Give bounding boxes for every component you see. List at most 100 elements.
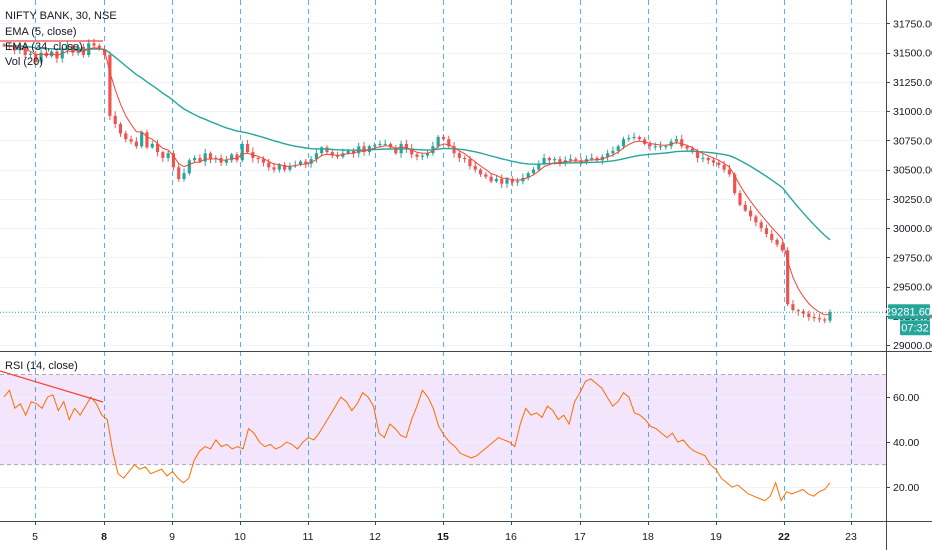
time-tick-label: 11 bbox=[303, 531, 314, 543]
candle-body bbox=[230, 154, 234, 161]
candle bbox=[828, 309, 832, 323]
candle-body bbox=[801, 311, 806, 314]
candle bbox=[304, 159, 308, 169]
symbol-title[interactable]: NIFTY BANK, 30, NSE bbox=[5, 10, 117, 22]
candle bbox=[383, 139, 387, 147]
candle bbox=[150, 140, 154, 149]
countdown-box bbox=[900, 320, 930, 336]
candle bbox=[224, 156, 228, 166]
candle bbox=[92, 38, 96, 48]
candle-body bbox=[224, 160, 228, 163]
candle-body bbox=[457, 153, 461, 158]
candle-body bbox=[108, 54, 112, 116]
candle-body bbox=[526, 173, 530, 178]
price-tick-label: 29500.00 bbox=[893, 282, 932, 294]
rsi-trendline[interactable] bbox=[0, 370, 104, 403]
candle-body bbox=[447, 139, 451, 147]
time-tick-label: 12 bbox=[369, 531, 381, 543]
candle-body bbox=[182, 173, 186, 180]
candle-body bbox=[335, 155, 340, 157]
rsi-axis[interactable]: 20.00 40.00 60.00 bbox=[886, 392, 919, 494]
candle-body bbox=[685, 146, 689, 149]
candle-body bbox=[759, 222, 763, 229]
candle-body bbox=[489, 176, 493, 182]
candle bbox=[288, 162, 292, 172]
rsi-legend[interactable]: RSI (14, close) bbox=[5, 360, 78, 372]
candle bbox=[568, 154, 573, 164]
candle-body bbox=[500, 179, 504, 184]
candle-body bbox=[627, 138, 631, 140]
candle-body bbox=[775, 239, 779, 245]
candle bbox=[791, 300, 795, 312]
candle-body bbox=[436, 136, 440, 147]
price-tick-label: 31000.00 bbox=[893, 106, 932, 118]
candle-body bbox=[362, 146, 366, 153]
candle-body bbox=[404, 143, 408, 149]
legend-ema-slow[interactable]: EMA (34, close) bbox=[5, 41, 83, 53]
candle bbox=[193, 155, 197, 163]
candle-body bbox=[558, 159, 562, 163]
candle-body bbox=[245, 143, 250, 153]
candle-body bbox=[378, 143, 382, 146]
candle-body bbox=[680, 139, 684, 147]
candle bbox=[140, 130, 144, 149]
candle-body bbox=[510, 179, 514, 183]
legend-ema-fast[interactable]: EMA (5, close) bbox=[5, 26, 77, 38]
candle bbox=[743, 201, 747, 213]
candle bbox=[817, 313, 821, 323]
candle-body bbox=[320, 147, 324, 154]
trendline-drawings[interactable] bbox=[0, 40, 104, 403]
candle-body bbox=[166, 153, 170, 158]
candle-body bbox=[531, 169, 536, 174]
time-tick-label: 8 bbox=[101, 531, 107, 543]
candle bbox=[108, 51, 112, 121]
candles-layer bbox=[2, 38, 832, 324]
candle bbox=[298, 159, 303, 167]
candle bbox=[759, 219, 763, 232]
candle bbox=[637, 135, 641, 142]
candle bbox=[812, 313, 816, 322]
candle bbox=[706, 156, 710, 165]
main-legend[interactable]: NIFTY BANK, 30, NSE EMA (5, close) EMA (… bbox=[5, 10, 117, 68]
candle bbox=[177, 163, 181, 182]
candle bbox=[404, 139, 408, 153]
candle-body bbox=[155, 143, 160, 153]
candle-body bbox=[653, 146, 657, 148]
candle-body bbox=[706, 157, 710, 161]
candle bbox=[13, 43, 17, 55]
candle bbox=[420, 152, 424, 160]
ema-layer bbox=[0, 44, 886, 316]
candle-body bbox=[171, 153, 176, 168]
candle bbox=[240, 140, 244, 163]
candle bbox=[738, 190, 742, 207]
candle-body bbox=[786, 250, 790, 305]
candle bbox=[447, 135, 451, 148]
candle-body bbox=[351, 150, 356, 154]
candle-body bbox=[484, 174, 488, 177]
candle-body bbox=[807, 313, 811, 318]
candle-body bbox=[770, 234, 774, 240]
candle-body bbox=[34, 53, 38, 63]
candle-body bbox=[658, 146, 663, 148]
ema-slow-line bbox=[3, 44, 831, 241]
candle bbox=[823, 317, 827, 324]
candle bbox=[717, 159, 721, 169]
candle bbox=[415, 152, 419, 161]
rsi-tick-label: 40.00 bbox=[893, 437, 919, 449]
candle-body bbox=[277, 164, 281, 170]
time-axis[interactable]: 5 8 9 10 11 12 15 16 17 18 19 22 23 bbox=[32, 521, 857, 543]
candle-body bbox=[674, 139, 679, 142]
candle-body bbox=[28, 53, 33, 55]
candle bbox=[155, 139, 160, 157]
candle-body bbox=[637, 136, 641, 140]
candle bbox=[118, 122, 123, 137]
candle bbox=[531, 167, 536, 176]
candle-body bbox=[648, 143, 652, 147]
price-tick-label: 31750.00 bbox=[893, 18, 932, 30]
candle bbox=[320, 146, 324, 157]
candle bbox=[325, 145, 329, 156]
time-tick-label: 5 bbox=[32, 531, 38, 543]
legend-volume[interactable]: Vol (20) bbox=[5, 56, 43, 68]
